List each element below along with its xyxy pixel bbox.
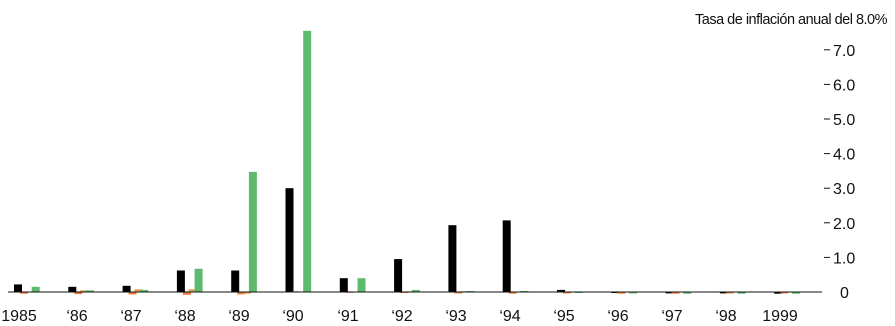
bar-s1-12 xyxy=(665,292,674,294)
bar-s3-1 xyxy=(80,290,89,292)
bar-s4-14 xyxy=(791,292,800,294)
x-tick-label: ‘94 xyxy=(499,308,520,325)
x-tick-label: ‘86 xyxy=(66,308,87,325)
bar-s1-8 xyxy=(448,225,457,292)
bar-s3-3 xyxy=(188,289,197,292)
x-tick-label: ‘98 xyxy=(715,308,736,325)
bar-s1-13 xyxy=(719,292,728,294)
x-tick-label: ‘92 xyxy=(391,308,412,325)
x-tick-label: ‘87 xyxy=(120,308,141,325)
x-tick-label: ‘91 xyxy=(337,308,358,325)
y-axis: 0 1.0 2.0 3.0 4.0 5.0 6.0 7.0 xyxy=(824,43,855,302)
bar-s2-14 xyxy=(780,292,789,294)
y-tick-label: 7.0 xyxy=(833,43,855,60)
bar-s4-11 xyxy=(629,292,637,294)
bar-s1-1 xyxy=(68,286,77,292)
bar-s2-2 xyxy=(128,292,137,295)
x-tick-label: ‘95 xyxy=(553,308,574,325)
bar-s1-5 xyxy=(285,188,294,292)
x-tick-label: ‘88 xyxy=(174,308,195,325)
x-tick-label: ‘89 xyxy=(228,308,249,325)
bar-s2-9 xyxy=(508,292,517,294)
bar-s1-2 xyxy=(122,285,131,292)
bar-s2-1 xyxy=(74,292,83,295)
bar-s4-12 xyxy=(683,292,692,294)
bar-s4-13 xyxy=(737,292,746,294)
bar-s4-4 xyxy=(248,171,257,292)
y-tick-label: 6.0 xyxy=(833,77,855,94)
bar-s1-6 xyxy=(339,278,348,292)
x-tick-label: ‘90 xyxy=(282,308,303,325)
bar-s2-13 xyxy=(725,292,734,294)
bar-s4-3 xyxy=(194,268,203,292)
x-tick-label: ‘96 xyxy=(607,308,628,325)
bar-s2-12 xyxy=(671,292,680,294)
bar-s1-7 xyxy=(394,259,403,292)
x-tick-label: ‘97 xyxy=(661,308,682,325)
bar-s4-5 xyxy=(303,30,312,293)
bar-s2-3 xyxy=(182,292,191,295)
bar-s1-0 xyxy=(14,284,22,292)
bar-s1-3 xyxy=(176,270,185,292)
y-tick-label: 2.0 xyxy=(833,216,855,233)
bar-s2-8 xyxy=(454,292,463,294)
bar-s1-14 xyxy=(774,292,783,294)
bars-group xyxy=(14,30,800,295)
x-tick-label: 1985 xyxy=(1,308,37,325)
x-axis: 1985 ‘86 ‘87 ‘88 ‘89 ‘90 ‘91 ‘92 ‘93 ‘94 ‘95 ‘96 ‘97… xyxy=(1,308,798,325)
bar-s2-11 xyxy=(617,292,626,294)
chart-title: Tasa de inflación anual del 8.0% xyxy=(695,12,888,28)
bar-s4-1 xyxy=(86,290,94,292)
bar-s1-10 xyxy=(557,289,565,292)
y-tick-label: 3.0 xyxy=(833,181,855,198)
bar-s1-9 xyxy=(502,220,511,292)
bar-s4-0 xyxy=(31,286,40,292)
bar-s4-2 xyxy=(140,289,149,292)
y-tick-label: 5.0 xyxy=(833,112,855,129)
x-tick-label: 1999 xyxy=(762,308,798,325)
bar-s2-0 xyxy=(19,292,28,294)
bar-s3-4 xyxy=(243,292,251,294)
bar-s3-2 xyxy=(134,289,143,292)
bar-s4-7 xyxy=(411,289,420,292)
y-tick-label: 4.0 xyxy=(833,147,855,164)
bar-s2-4 xyxy=(237,292,246,295)
bar-s4-6 xyxy=(357,278,366,292)
bar-s1-4 xyxy=(231,270,240,292)
y-tick-label: 0 xyxy=(840,285,849,302)
y-tick-label: 1.0 xyxy=(833,250,855,267)
x-tick-label: ‘93 xyxy=(445,308,466,325)
bar-s2-10 xyxy=(562,292,571,294)
